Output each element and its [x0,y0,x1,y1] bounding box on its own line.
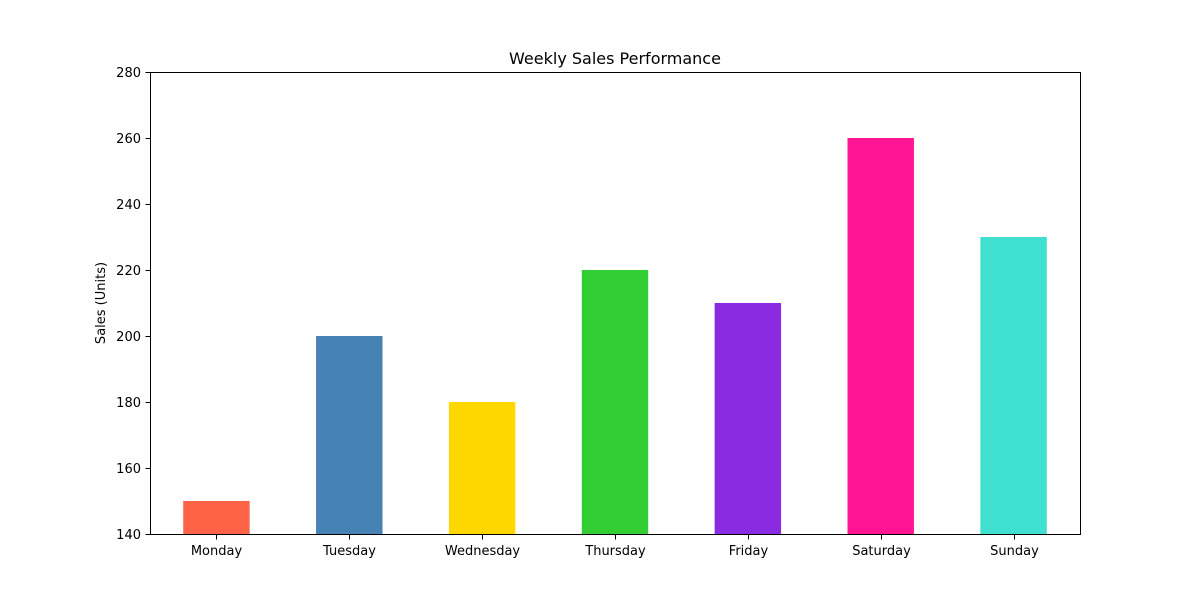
plot-frame [150,72,1081,535]
bar-thursday [581,270,649,534]
x-tick-label: Sunday [990,544,1039,559]
y-axis-label: Sales (Units) [94,262,109,344]
x-tick-label: Saturday [852,544,911,559]
y-tick-label: 260 [116,132,141,147]
bar-friday [714,303,782,534]
bar-sunday [980,237,1047,534]
x-tick-label: Monday [191,544,243,559]
y-tick-label: 220 [116,264,141,279]
y-tick-label: 200 [116,330,141,345]
y-ticks-group: 140 160 180 200 220 240 260 280 [116,66,151,543]
x-tick-label: Tuesday [322,544,376,559]
x-tick-label: Friday [729,544,769,559]
bar-wednesday [448,402,516,534]
x-tick-label: Thursday [584,544,646,559]
x-ticks-group: Monday Tuesday Wednesday Thursday Friday Satu… [191,534,1039,559]
bar-tuesday [316,336,383,534]
chart-title: Weekly Sales Performance [509,49,721,68]
bars-group [183,138,1047,534]
y-tick-label: 240 [116,198,141,213]
y-tick-label: 280 [116,66,141,81]
y-tick-label: 140 [116,528,141,543]
y-tick-label: 160 [116,462,141,477]
y-tick-label: 180 [116,396,141,411]
bar-saturday [847,138,914,534]
bar-monday [183,501,250,534]
x-tick-label: Wednesday [445,544,521,559]
